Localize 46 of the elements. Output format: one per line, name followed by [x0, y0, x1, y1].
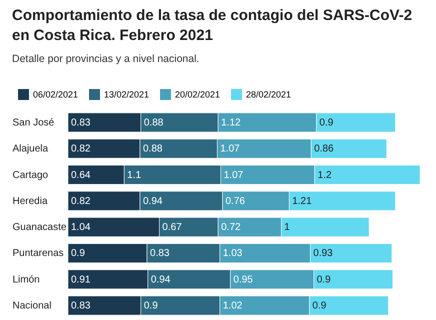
y-tick-label: Limón: [12, 274, 40, 286]
data-label: 1: [284, 222, 290, 234]
y-tick-label: Heredia: [12, 196, 48, 207]
chart-title: Comportamiento de la tasa de contagio del SARS-CoV-2 en Costa Rica. Febrero 2021: [12, 6, 414, 46]
legend-label: 28/02/2021: [246, 90, 292, 100]
data-label: 0.94: [150, 274, 171, 286]
y-tick-label: San José: [12, 117, 55, 128]
data-label: 0.9: [319, 117, 334, 128]
data-label: 0.9: [144, 300, 158, 312]
chart-subtitle: Detalle por provincias y a nivel nacional.: [12, 53, 200, 65]
legend-label: 06/02/2021: [33, 90, 78, 100]
data-label: 0.91: [71, 274, 91, 286]
legend-label: 20/02/2021: [175, 90, 220, 100]
data-label: 0.9: [312, 300, 327, 312]
data-label: 0.83: [71, 117, 91, 128]
data-label: 0.82: [71, 144, 91, 155]
data-label: 0.86: [314, 144, 334, 155]
data-label: 1.12: [221, 117, 242, 128]
data-label: 0.64: [71, 170, 91, 181]
y-tick-label: Alajuela: [12, 144, 49, 155]
data-label: 0.93: [313, 248, 334, 260]
data-label: 1.21: [292, 196, 312, 207]
data-label: 0.67: [162, 222, 182, 234]
data-label: 1.07: [220, 144, 240, 155]
data-label: 0.83: [150, 248, 170, 260]
data-label: 1.2: [318, 170, 332, 181]
data-label: 1.02: [222, 300, 243, 312]
data-label: 1.1: [127, 170, 142, 181]
data-label: 0.95: [233, 274, 254, 286]
y-tick-label: Puntarenas: [12, 248, 64, 260]
data-label: 0.88: [142, 144, 163, 155]
data-label: 0.94: [142, 196, 163, 207]
y-tick-label: Guanacaste: [12, 222, 67, 234]
y-tick-label: Cartago: [12, 170, 49, 181]
data-label: 0.76: [225, 196, 246, 207]
data-label: 1.04: [71, 222, 91, 234]
data-label: 1.03: [222, 248, 243, 260]
data-label: 0.82: [71, 196, 91, 207]
data-label: 0.72: [221, 222, 242, 234]
data-label: 0.9: [316, 274, 332, 286]
y-tick-label: Nacional: [12, 300, 52, 312]
data-label: 0.9: [71, 248, 86, 260]
data-label: 0.83: [71, 300, 91, 312]
data-label: 0.88: [144, 117, 164, 128]
data-label: 1.07: [224, 170, 244, 181]
legend-label: 13/02/2021: [104, 90, 150, 100]
